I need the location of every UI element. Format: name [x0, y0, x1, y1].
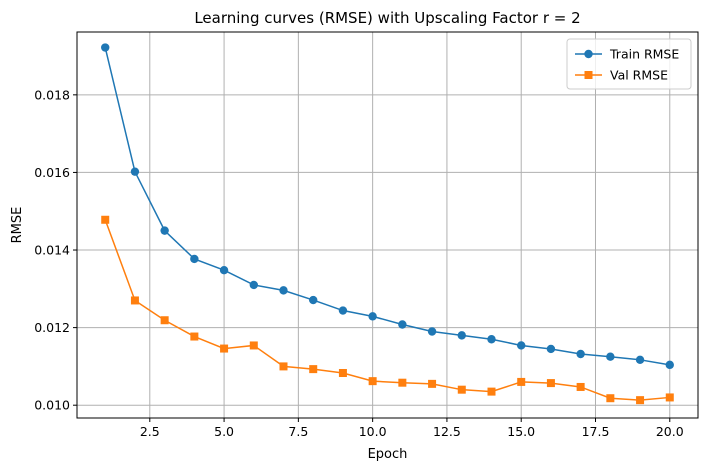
legend-entry: Train RMSE — [575, 47, 679, 62]
y-tick-label: 0.012 — [34, 320, 70, 335]
data-point — [517, 341, 526, 350]
data-point — [546, 379, 555, 388]
data-point — [487, 335, 496, 344]
data-point — [606, 394, 615, 403]
legend-label: Train RMSE — [609, 47, 679, 62]
y-tick-label: 0.016 — [34, 165, 70, 180]
data-point — [427, 327, 437, 336]
plot-frame — [76, 31, 699, 419]
legend-label: Val RMSE — [610, 68, 668, 83]
data-point — [457, 331, 466, 340]
legend-entry: Val RMSE — [575, 68, 668, 83]
data-point — [338, 306, 348, 315]
data-point — [219, 265, 229, 275]
data-point — [338, 368, 347, 377]
x-axis-label: Epoch — [368, 447, 408, 462]
data-point — [457, 385, 466, 394]
data-point — [190, 254, 199, 264]
data-point — [636, 396, 645, 405]
data-point — [487, 387, 496, 396]
data-point — [576, 382, 585, 391]
data-point — [249, 341, 258, 350]
chart-title: Learning curves (RMSE) with Upscaling Fa… — [194, 9, 580, 27]
series-val-rmse — [101, 215, 674, 405]
series-layer — [101, 43, 674, 405]
data-point — [249, 280, 258, 290]
data-point — [309, 295, 318, 305]
data-point — [190, 332, 199, 341]
x-tick-label: 15.0 — [507, 424, 535, 439]
y-axis-label: RMSE — [10, 207, 25, 244]
data-point — [546, 344, 556, 354]
legend-marker — [584, 71, 593, 79]
y-tick-label: 0.010 — [34, 398, 70, 413]
data-point — [101, 43, 110, 52]
series-train-rmse — [101, 43, 674, 370]
x-tick-label: 12.5 — [433, 424, 461, 439]
legend: Train RMSE Val RMSE — [566, 38, 692, 90]
data-point — [576, 349, 585, 359]
grid — [77, 32, 698, 418]
data-point — [635, 355, 645, 365]
data-point — [160, 226, 169, 235]
data-point — [220, 344, 229, 353]
data-point — [101, 215, 110, 224]
data-point — [368, 312, 377, 321]
x-tick-label: 20.0 — [656, 424, 684, 439]
x-tick-label: 10.0 — [359, 424, 387, 439]
x-tick-label: 17.5 — [582, 424, 610, 439]
data-point — [665, 360, 674, 370]
legend-marker — [584, 49, 593, 59]
data-point — [398, 378, 407, 387]
data-point — [606, 352, 615, 361]
series-line — [104, 47, 670, 366]
x-axis: 2.5 5.0 7.5 10.0 12.5 15.0 17.5 20.0 — [140, 418, 684, 439]
legend-box — [566, 38, 692, 90]
y-axis: 0.010 0.012 0.014 0.016 0.018 — [34, 87, 77, 413]
x-tick-label: 7.5 — [288, 424, 308, 439]
data-point — [130, 296, 139, 305]
data-point — [665, 393, 674, 402]
data-point — [279, 362, 288, 371]
data-point — [428, 379, 437, 388]
data-point — [368, 377, 377, 386]
data-point — [279, 286, 288, 295]
y-tick-label: 0.014 — [34, 243, 70, 258]
data-point — [309, 365, 318, 374]
x-tick-label: 2.5 — [140, 424, 160, 439]
data-point — [398, 320, 407, 329]
data-point — [160, 316, 169, 325]
x-tick-label: 5.0 — [214, 424, 234, 439]
y-tick-label: 0.018 — [34, 87, 70, 102]
data-point — [517, 377, 526, 386]
data-point — [130, 167, 140, 176]
series-line — [104, 219, 670, 401]
